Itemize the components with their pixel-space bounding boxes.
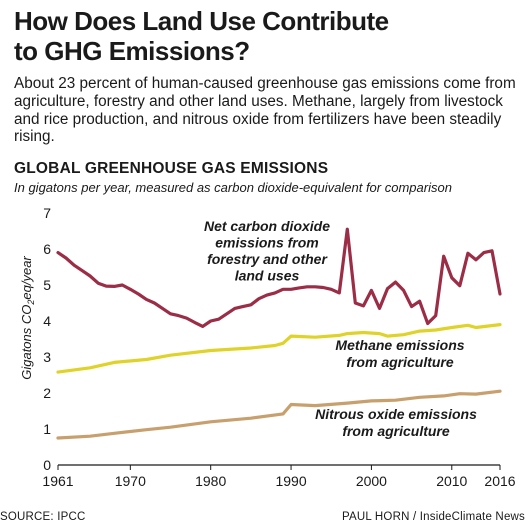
- x-tick-label: 2010: [436, 473, 467, 489]
- y-tick-label: 5: [43, 277, 51, 293]
- nitrous-series-label: Nitrous oxide emissions from agriculture: [315, 406, 477, 439]
- x-tick-label: 2000: [356, 473, 387, 489]
- y-tick-label: 4: [43, 313, 51, 329]
- methane-line: [56, 323, 502, 374]
- co2-forestry-line: [56, 227, 502, 328]
- page-title: How Does Land Use Contribute to GHG Emis…: [14, 6, 519, 66]
- x-tick-label: 1961: [42, 473, 73, 489]
- chart-series: [56, 227, 502, 440]
- credit-note: PAUL HORN / InsideClimate News: [341, 511, 525, 523]
- nitrous-oxide-line: [56, 389, 502, 440]
- x-tick-label: 1970: [115, 473, 146, 489]
- y-tick-label: 0: [43, 457, 51, 473]
- y-axis-label: Gigatons CO2eq/year: [19, 256, 36, 380]
- co2-series-label: Net carbon dioxide emissions from forestry…: [204, 218, 330, 284]
- methane-series-label: Methane emissions from agriculture: [335, 337, 464, 370]
- source-note: SOURCE: IPCC: [0, 511, 86, 523]
- y-tick-label: 1: [43, 421, 51, 437]
- x-tick-label: 1990: [275, 473, 306, 489]
- y-tick-label: 7: [43, 205, 51, 221]
- intro-paragraph: About 23 percent of human-caused greenho…: [14, 75, 516, 146]
- title-line-1: How Does Land Use Contribute: [14, 6, 389, 36]
- x-tick-label: 2016: [484, 473, 515, 489]
- y-tick-label: 2: [43, 385, 51, 401]
- y-tick-label: 6: [43, 241, 51, 257]
- chart-subtitle: In gigatons per year, measured as carbon…: [14, 180, 452, 195]
- y-tick-label: 3: [43, 349, 51, 365]
- title-line-2: to GHG Emissions?: [14, 36, 250, 66]
- x-tick-label: 1980: [195, 473, 226, 489]
- series-labels: Net carbon dioxide emissions from forestry…: [204, 218, 477, 439]
- chart-title: GLOBAL GREENHOUSE GAS EMISSIONS: [14, 160, 329, 177]
- chart-axes: 0 1 2 3 4 5 6 7 1961 1970 1980 1990 2000 2010 2016: [42, 205, 515, 489]
